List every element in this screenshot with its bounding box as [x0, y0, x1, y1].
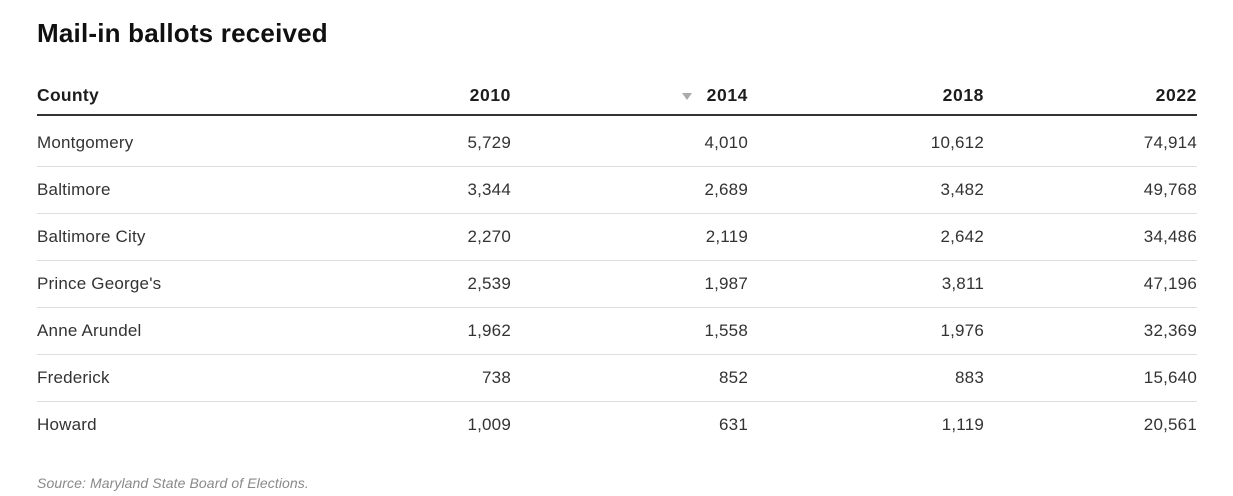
source-note: Source: Maryland State Board of Election…	[37, 475, 309, 491]
cell-2010: 5,729	[274, 115, 511, 167]
cell-2010: 1,962	[274, 307, 511, 355]
table-row: Howard 1,009 631 1,119 20,561	[37, 402, 1197, 449]
cell-2018: 2,642	[748, 213, 984, 261]
cell-2014: 852	[511, 354, 748, 402]
table-row: Baltimore 3,344 2,689 3,482 49,768	[37, 166, 1197, 214]
cell-2018: 1,119	[941, 415, 984, 434]
column-header-label: 2014	[706, 85, 748, 105]
cell-2014: 2,689	[511, 166, 748, 214]
cell-2010: 738	[274, 354, 511, 402]
cell-2018: 3,811	[748, 260, 984, 308]
cell-2014: 631	[719, 415, 748, 434]
cell-county: Anne Arundel	[37, 307, 274, 355]
cell-county: Prince George's	[37, 260, 274, 308]
column-header-county[interactable]: County	[37, 78, 274, 116]
ballots-table: County 2010 2014 2018 2022 Montgomery 5,…	[37, 78, 1197, 448]
column-header-label: 2022	[1155, 85, 1197, 105]
column-header-2022[interactable]: 2022	[984, 78, 1197, 116]
cell-2022: 47,196	[984, 260, 1197, 308]
column-header-2010[interactable]: 2010	[274, 78, 511, 116]
cell-2014: 1,558	[511, 307, 748, 355]
cell-county: Howard	[37, 415, 97, 434]
cell-2022: 15,640	[984, 354, 1197, 402]
sort-desc-icon	[681, 93, 692, 100]
cell-county: Baltimore	[37, 166, 274, 214]
table-row: Frederick 738 852 883 15,640	[37, 354, 1197, 402]
column-header-label: 2010	[469, 85, 511, 105]
cell-2010: 3,344	[274, 166, 511, 214]
column-header-label: 2018	[942, 85, 984, 105]
cell-2010: 2,539	[274, 260, 511, 308]
table-header-row: County 2010 2014 2018 2022	[37, 78, 1197, 116]
cell-2022: 32,369	[984, 307, 1197, 355]
cell-2018: 1,976	[748, 307, 984, 355]
cell-2014: 4,010	[511, 115, 748, 167]
cell-county: Montgomery	[37, 115, 274, 167]
cell-2022: 74,914	[984, 115, 1197, 167]
cell-2018: 10,612	[748, 115, 984, 167]
cell-2022: 34,486	[984, 213, 1197, 261]
table-row: Prince George's 2,539 1,987 3,811 47,196	[37, 260, 1197, 308]
cell-2022: 20,561	[1143, 415, 1197, 434]
page-title: Mail-in ballots received	[37, 18, 328, 48]
cell-2014: 1,987	[511, 260, 748, 308]
cell-county: Frederick	[37, 354, 274, 402]
column-header-2018[interactable]: 2018	[748, 78, 984, 116]
cell-2010: 1,009	[467, 415, 511, 434]
table-row: Montgomery 5,729 4,010 10,612 74,914	[37, 115, 1197, 167]
cell-2018: 3,482	[748, 166, 984, 214]
table-row: Anne Arundel 1,962 1,558 1,976 32,369	[37, 307, 1197, 355]
column-header-2014[interactable]: 2014	[511, 78, 748, 116]
cell-county: Baltimore City	[37, 213, 274, 261]
cell-2014: 2,119	[511, 213, 748, 261]
table-row: Baltimore City 2,270 2,119 2,642 34,486	[37, 213, 1197, 261]
cell-2010: 2,270	[274, 213, 511, 261]
column-header-label: County	[37, 85, 100, 105]
cell-2018: 883	[748, 354, 984, 402]
cell-2022: 49,768	[984, 166, 1197, 214]
